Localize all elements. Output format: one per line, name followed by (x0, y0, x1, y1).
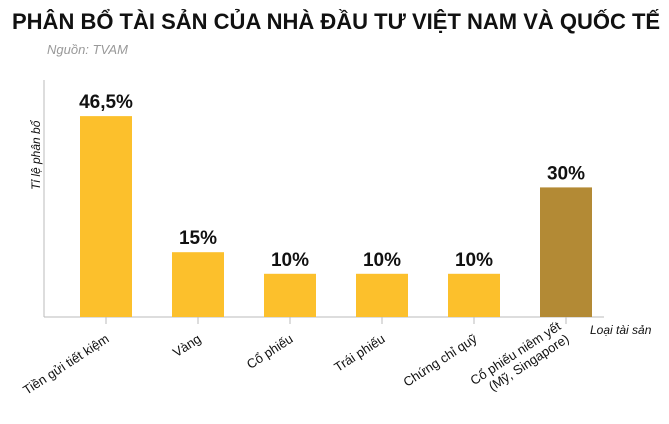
bar (540, 187, 592, 317)
chart-title: PHÂN BỔ TÀI SẢN CỦA NHÀ ĐẦU TƯ VIỆT NAM … (12, 8, 660, 34)
bar (356, 273, 408, 317)
x-axis-label: Loại tài sản (590, 323, 652, 337)
value-label: 46,5% (79, 92, 133, 113)
x-tick-label: Chứng chỉ quỹ (401, 331, 481, 390)
value-label: 10% (271, 250, 309, 271)
value-label: 30% (547, 163, 585, 184)
y-axis-label: Tỉ lệ phân bổ (29, 119, 43, 190)
x-tick-label: Cổ phiếu niêm yết(Mỹ, Singapore) (467, 318, 572, 400)
bar (448, 273, 500, 317)
x-tick-label: Tiền gửi tiết kiệm (20, 331, 111, 398)
value-label: 10% (455, 250, 493, 271)
value-label: 15% (179, 228, 217, 249)
x-tick-label: Vàng (170, 331, 204, 360)
bar (80, 116, 132, 318)
x-tick-label: Cổ phiếu (244, 331, 296, 372)
bar (172, 252, 224, 317)
bar (264, 273, 316, 317)
source: Nguồn: TVAM (47, 42, 128, 57)
x-tick-label: Trái phiếu (331, 331, 387, 375)
value-label: 10% (363, 250, 401, 271)
